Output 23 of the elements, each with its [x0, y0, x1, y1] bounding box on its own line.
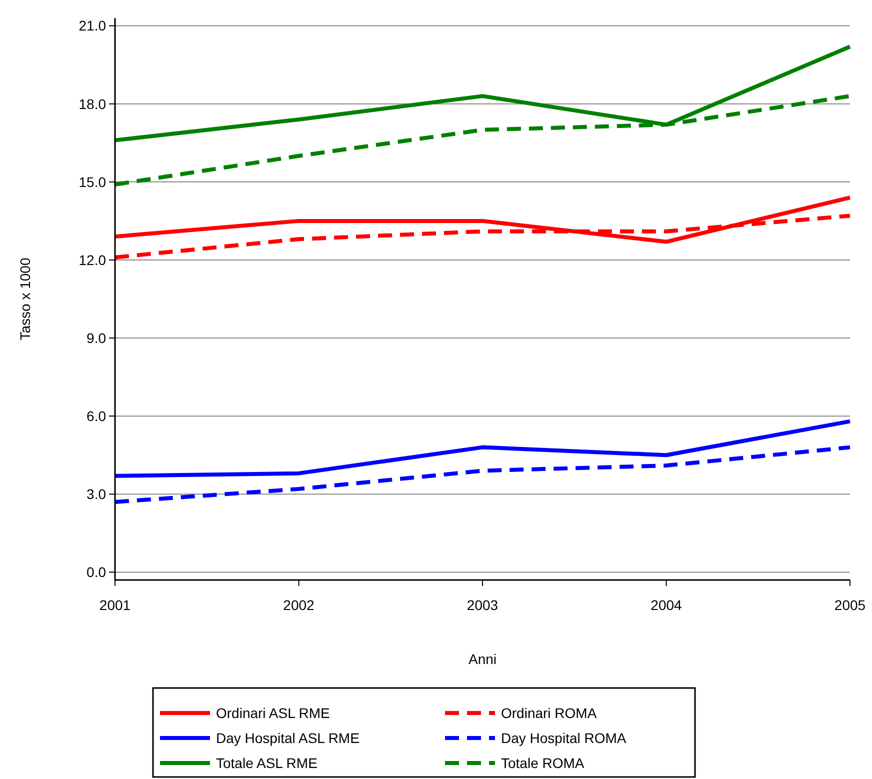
legend-label: Ordinari ROMA	[501, 704, 598, 721]
y-tick-label: 6.0	[86, 408, 106, 424]
x-tick-label: 2003	[466, 597, 498, 613]
x-tick-label: 2005	[834, 597, 866, 613]
y-tick-label: 18.0	[78, 96, 106, 112]
y-tick-label: 15.0	[78, 174, 106, 190]
legend-label: Day Hospital ASL RME	[216, 730, 360, 746]
y-axis-title: Tasso x 1000	[17, 258, 33, 340]
y-tick-label: 0.0	[86, 564, 106, 580]
y-tick-label: 9.0	[86, 330, 106, 346]
y-tick-label: 12.0	[78, 252, 106, 268]
line-series	[113, 445, 852, 504]
y-tick-label: 21.0	[78, 18, 106, 34]
legend-label: Ordinari ASL RME	[216, 704, 330, 721]
legend-label: Day Hospital ROMA	[501, 730, 627, 746]
legend-label: Totale ASL RME	[216, 754, 318, 771]
x-tick-label: 2002	[283, 597, 315, 613]
legend-label: Totale ROMA	[501, 754, 585, 771]
x-tick-label: 2001	[99, 597, 131, 613]
x-axis-title: Anni	[468, 651, 497, 667]
y-tick-label: 3.0	[86, 486, 106, 502]
line-series	[113, 419, 852, 478]
x-tick-label: 2004	[650, 597, 682, 613]
